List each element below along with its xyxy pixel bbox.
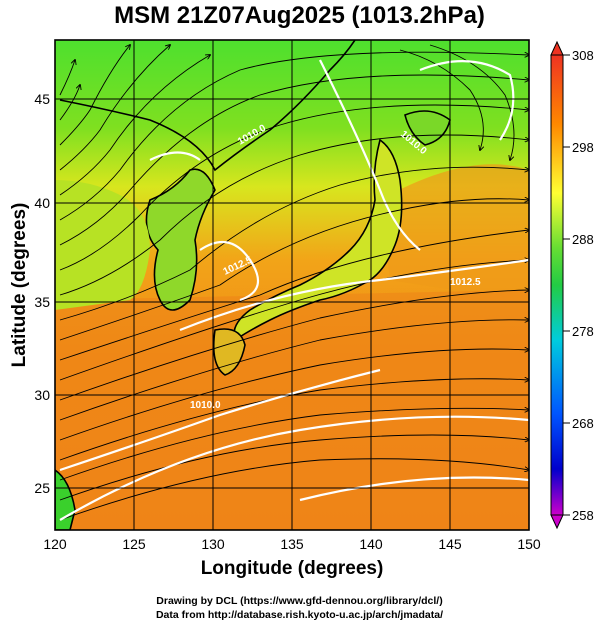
colorbar-scale <box>550 54 564 516</box>
y-tick-label: 25 <box>34 480 50 496</box>
colorbar-max-arrow <box>550 40 564 56</box>
y-tick-label: 40 <box>34 195 50 211</box>
wind-streamlines <box>59 45 529 521</box>
map-grid <box>55 40 529 530</box>
colorbar-tick-label: 268 <box>572 416 594 431</box>
isobar-contours <box>59 59 529 521</box>
x-tick-label: 135 <box>280 536 304 552</box>
x-axis-ticks: 120 125 130 135 140 145 150 <box>43 536 541 552</box>
colorbar-tick-label: 258 <box>572 508 594 523</box>
map-area <box>55 40 529 530</box>
y-tick-label: 35 <box>34 294 50 310</box>
map-title: MSM 21Z07Aug2025 (1013.2hPa) <box>114 2 485 29</box>
y-tick-label: 45 <box>34 91 50 107</box>
x-tick-label: 150 <box>517 536 541 552</box>
y-axis-ticks: 25 30 35 40 45 <box>34 91 50 496</box>
colorbar-tick-label: 278 <box>572 324 594 339</box>
x-axis-label: Longitude (degrees) <box>200 558 384 579</box>
colorbar-tick-label: 298 <box>572 140 594 155</box>
x-tick-label: 120 <box>43 536 67 552</box>
contour-label: 1010.0 <box>190 400 221 411</box>
colorbar-min-arrow <box>550 514 564 530</box>
y-tick-label: 30 <box>34 387 50 403</box>
x-tick-label: 125 <box>122 536 146 552</box>
x-tick-label: 140 <box>359 536 383 552</box>
contour-label: 1012.5 <box>450 277 481 288</box>
x-tick-label: 145 <box>438 536 462 552</box>
y-axis-label: Latitude (degrees) <box>9 202 30 368</box>
x-tick-label: 130 <box>201 536 225 552</box>
credit-data: Data from http://database.rish.kyoto-u.a… <box>155 609 444 621</box>
credit-drawing: Drawing by DCL (https://www.gfd-dennou.o… <box>156 595 443 607</box>
colorbar-tick-label: 288 <box>572 232 594 247</box>
colorbar: 308 298 288 278 268 258 <box>550 40 594 530</box>
land-masses <box>55 110 451 530</box>
colorbar-tick-label: 308 <box>572 48 594 63</box>
plot-frame <box>54 39 530 531</box>
